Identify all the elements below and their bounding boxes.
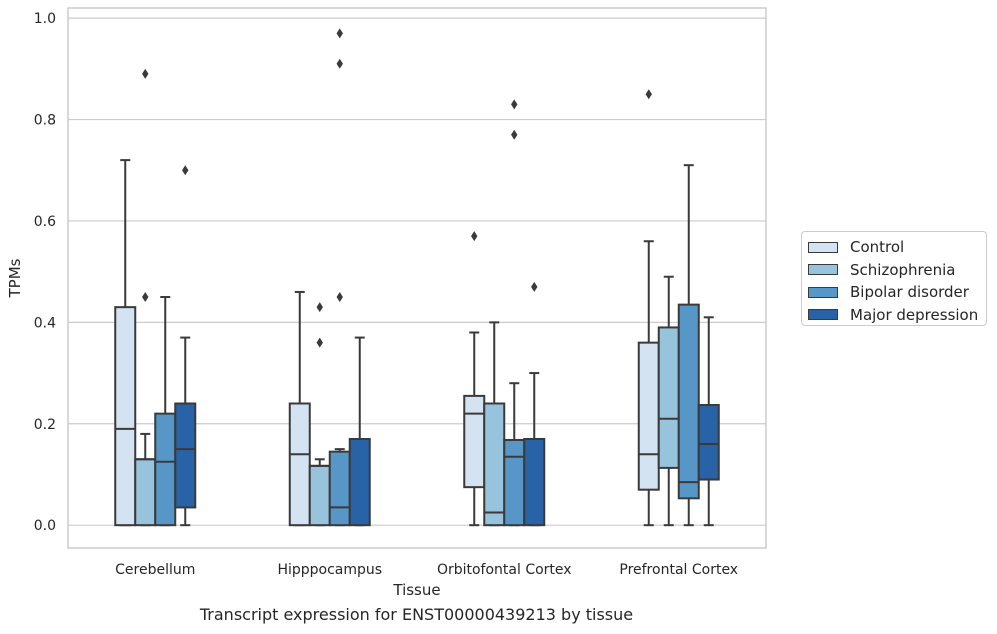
iqr-box <box>288 402 311 527</box>
iqr-box <box>134 458 157 527</box>
y-tick-label: 0.8 <box>34 113 56 129</box>
outlier-point <box>182 165 189 176</box>
outlier-point <box>645 89 652 100</box>
plot-frame <box>67 7 767 549</box>
legend-label: Bipolar disorder <box>850 283 969 302</box>
legend-label: Schizophrenia <box>850 260 956 279</box>
outlier-point <box>336 292 343 303</box>
legend-item: Major depression <box>808 304 986 327</box>
iqr-box <box>657 326 680 469</box>
legend-swatch <box>808 264 838 276</box>
legend-item: Bipolar disorder <box>808 281 986 304</box>
box-schizophrenia <box>134 68 157 527</box>
legend-label: Major depression <box>850 305 979 324</box>
legend-label: Control <box>850 238 905 257</box>
box-bipolar-disorder <box>677 164 700 527</box>
y-tick-label: 0.2 <box>34 417 56 433</box>
iqr-box <box>503 439 526 527</box>
iqr-box <box>328 450 351 527</box>
box-major-depression <box>174 165 197 527</box>
iqr-box <box>637 341 660 491</box>
outlier-point <box>316 337 323 348</box>
legend: Control Schizophrenia Bipolar disorder Majo… <box>801 231 987 326</box>
iqr-box <box>308 464 331 527</box>
x-tick-label: Orbitofontal Cortex <box>437 562 572 578</box>
legend-swatch <box>808 309 838 321</box>
box-control <box>114 159 137 527</box>
axis-ticks: 0.0 0.2 0.4 0.6 0.8 1.0 Cerebellum Hipppocampus… <box>34 11 738 578</box>
iqr-box <box>523 437 546 527</box>
iqr-box <box>348 437 371 527</box>
outlier-point <box>511 129 518 140</box>
box-schizophrenia <box>483 321 506 527</box>
box-major-depression <box>523 281 546 527</box>
y-tick-label: 1.0 <box>34 11 56 27</box>
y-tick-label: 0.0 <box>34 518 56 534</box>
legend-swatch <box>808 241 838 253</box>
iqr-box <box>463 394 486 489</box>
y-tick-label: 0.6 <box>34 214 56 230</box>
box-major-depression <box>348 336 371 527</box>
outlier-point <box>336 28 343 39</box>
box-bipolar-disorder <box>328 28 351 527</box>
box-bipolar-disorder <box>154 296 177 527</box>
iqr-box <box>154 412 177 527</box>
legend-swatch <box>808 286 838 298</box>
box-control <box>463 231 486 527</box>
outlier-point <box>336 58 343 69</box>
x-tick-label: Hipppocampus <box>277 562 382 578</box>
outlier-point <box>142 292 149 303</box>
outlier-point <box>531 281 538 292</box>
legend-item: Schizophrenia <box>808 259 986 282</box>
legend-item: Control <box>808 236 986 259</box>
x-axis-label: Tissue <box>392 581 440 599</box>
x-tick-label: Cerebellum <box>115 562 195 578</box>
outlier-point <box>316 302 323 313</box>
box-schizophrenia <box>308 302 331 527</box>
outlier-point <box>511 99 518 110</box>
iqr-box <box>114 306 137 527</box>
outlier-point <box>142 68 149 79</box>
y-tick-label: 0.4 <box>34 315 56 331</box>
box-control <box>637 89 660 527</box>
iqr-box <box>677 303 700 500</box>
iqr-box <box>483 402 506 527</box>
y-axis-label: TPMs <box>6 258 24 298</box>
x-tick-label: Prefrontal Cortex <box>619 562 738 578</box>
box-schizophrenia <box>657 275 680 527</box>
box-major-depression <box>697 316 720 527</box>
box-bipolar-disorder <box>503 99 526 527</box>
iqr-box <box>174 402 197 509</box>
box-control <box>288 290 311 527</box>
iqr-box <box>697 404 720 481</box>
figure-caption: Transcript expression for ENST0000043921… <box>199 605 634 624</box>
box-series <box>114 28 720 527</box>
outlier-point <box>471 231 478 242</box>
